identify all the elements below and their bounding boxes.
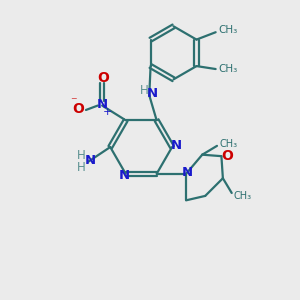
Text: ⁻: ⁻	[70, 95, 76, 108]
Text: H: H	[77, 161, 86, 174]
Text: CH₃: CH₃	[218, 25, 237, 35]
Text: CH₃: CH₃	[218, 64, 237, 74]
Text: O: O	[221, 148, 232, 163]
Text: N: N	[85, 154, 96, 167]
Text: N: N	[119, 169, 130, 182]
Text: H: H	[140, 84, 148, 97]
Text: N: N	[147, 87, 158, 100]
Text: H: H	[77, 149, 86, 162]
Text: N: N	[97, 98, 108, 111]
Text: +: +	[103, 107, 112, 117]
Text: CH₃: CH₃	[233, 191, 251, 201]
Text: N: N	[171, 139, 182, 152]
Text: O: O	[72, 101, 84, 116]
Text: O: O	[98, 71, 109, 85]
Text: CH₃: CH₃	[219, 140, 238, 149]
Text: N: N	[182, 166, 193, 179]
